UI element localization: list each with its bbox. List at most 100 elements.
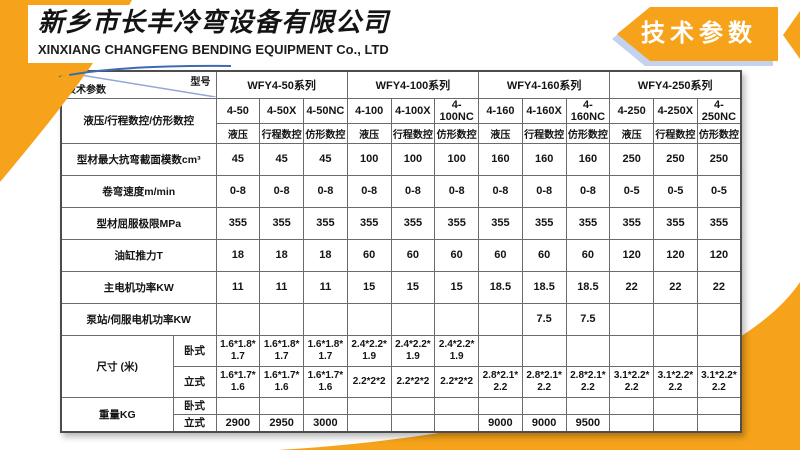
sub-row-label: 立式	[172, 365, 217, 398]
spec-table-container: 型号 技术参数 WFY4-50系列 WFY4-100系列 WFY4-160系列 …	[60, 70, 743, 433]
value-cell: 0-8	[521, 174, 567, 208]
table-row: 型材屈服极限MPa 355 355 355 355 355 355 355 355 355 355…	[60, 206, 742, 240]
value-cell: 1.6*1.7*1.6	[259, 365, 304, 398]
value-cell: 1.6*1.8*1.7	[215, 334, 261, 367]
row-label: 型材屈服极限MPa	[60, 206, 217, 240]
value-cell	[303, 396, 348, 415]
series-header: WFY4-250系列	[609, 70, 742, 99]
value-cell	[609, 302, 655, 336]
value-cell: 355	[653, 206, 698, 240]
value-cell	[696, 396, 742, 415]
value-cell: 120	[653, 238, 698, 272]
value-cell: 120	[609, 238, 655, 272]
value-cell: 0-8	[434, 174, 480, 208]
type-header: 行程数控	[259, 122, 304, 144]
company-name-english: XINXIANG CHANGFENG BENDING EQUIPMENT Co.…	[38, 42, 389, 57]
value-cell: 22	[609, 270, 655, 304]
value-cell: 355	[478, 206, 523, 240]
value-cell: 22	[653, 270, 698, 304]
value-cell	[521, 334, 567, 367]
row-label: 泵站/伺服电机功率KW	[60, 302, 217, 336]
value-cell: 3000	[303, 413, 348, 433]
type-header: 行程数控	[653, 122, 698, 144]
value-cell: 355	[215, 206, 261, 240]
value-cell	[215, 302, 261, 336]
value-cell: 11	[303, 270, 348, 304]
table-row: 油缸推力T 18 18 18 60 60 60 60 60 60 120 120 120	[60, 238, 742, 272]
company-name-chinese: 新乡市长丰冷弯设备有限公司	[38, 8, 390, 38]
value-cell	[565, 334, 611, 367]
table-row: 泵站/伺服电机功率KW 7.5 7.5	[60, 302, 742, 336]
banner-title: 技术参数	[641, 20, 757, 47]
value-cell: 100	[346, 142, 392, 176]
table-row: 卷弯速度m/min 0-8 0-8 0-8 0-8 0-8 0-8 0-8 0-8 0-8 0-5…	[60, 174, 742, 208]
type-header: 仿形数控	[434, 122, 480, 144]
value-cell: 45	[259, 142, 304, 176]
value-cell: 45	[303, 142, 348, 176]
value-cell: 250	[696, 142, 742, 176]
value-cell: 2900	[215, 413, 261, 433]
value-cell	[653, 302, 698, 336]
value-cell	[259, 302, 304, 336]
value-cell: 355	[259, 206, 304, 240]
value-cell: 2.2*2*2	[346, 365, 392, 398]
value-cell: 355	[346, 206, 392, 240]
model-header: 4-100	[346, 97, 392, 124]
value-cell: 60	[565, 238, 611, 272]
value-cell	[390, 396, 436, 415]
row-label: 主电机功率KW	[60, 270, 217, 304]
value-cell: 250	[653, 142, 698, 176]
value-cell: 3.1*2.2*2.2	[653, 365, 698, 398]
row-label: 油缸推力T	[60, 238, 217, 272]
value-cell: 1.6*1.7*1.6	[303, 365, 348, 398]
model-header: 4-100X	[390, 97, 436, 124]
value-cell: 0-8	[478, 174, 523, 208]
value-cell	[346, 413, 392, 433]
value-cell	[346, 302, 392, 336]
value-cell: 0-8	[565, 174, 611, 208]
model-header: 4-250	[609, 97, 655, 124]
table-row-size-horizontal: 尺寸 (米) 卧式 1.6*1.8*1.7 1.6*1.8*1.7 1.6*1.8*…	[60, 334, 742, 398]
value-cell: 9000	[521, 413, 567, 433]
table-row: 主电机功率KW 11 11 11 15 15 15 18.5 18.5 18.5 22 22 22	[60, 270, 742, 304]
model-header: 4-250NC	[696, 97, 742, 124]
value-cell	[653, 334, 698, 367]
value-cell: 2.4*2.2*1.9	[390, 334, 436, 367]
value-cell	[259, 396, 304, 415]
sub-row-label: 卧式	[172, 396, 217, 415]
value-cell: 355	[696, 206, 742, 240]
value-cell	[303, 302, 348, 336]
value-cell: 2.8*2.1*2.2	[478, 365, 523, 398]
value-cell: 2.8*2.1*2.2	[565, 365, 611, 398]
value-cell: 0-8	[215, 174, 261, 208]
value-cell: 0-5	[653, 174, 698, 208]
value-cell: 11	[215, 270, 261, 304]
value-cell: 0-5	[696, 174, 742, 208]
corner-param-label: 技术参数	[66, 85, 106, 97]
value-cell: 18	[215, 238, 261, 272]
model-header: 4-50	[215, 97, 261, 124]
value-cell: 355	[303, 206, 348, 240]
value-cell: 0-5	[609, 174, 655, 208]
value-cell: 60	[390, 238, 436, 272]
series-header-row: 型号 技术参数 WFY4-50系列 WFY4-100系列 WFY4-160系列 …	[60, 70, 742, 99]
value-cell: 9000	[478, 413, 523, 433]
value-cell: 100	[390, 142, 436, 176]
row-label: 型材最大抗弯截面模数cm³	[60, 142, 217, 176]
value-cell: 0-8	[346, 174, 392, 208]
value-cell: 2.4*2.2*1.9	[434, 334, 480, 367]
type-row-label: 液压/行程数控/仿形数控	[60, 97, 217, 144]
value-cell: 1.6*1.7*1.6	[215, 365, 261, 398]
value-cell	[521, 396, 567, 415]
value-cell	[478, 396, 523, 415]
model-header: 4-160X	[521, 97, 567, 124]
value-cell: 18.5	[565, 270, 611, 304]
series-header: WFY4-100系列	[346, 70, 480, 99]
value-cell: 7.5	[565, 302, 611, 336]
value-cell	[346, 396, 392, 415]
value-cell: 11	[259, 270, 304, 304]
model-header: 4-250X	[653, 97, 698, 124]
type-header: 行程数控	[390, 122, 436, 144]
type-header: 仿形数控	[303, 122, 348, 144]
value-cell	[565, 396, 611, 415]
